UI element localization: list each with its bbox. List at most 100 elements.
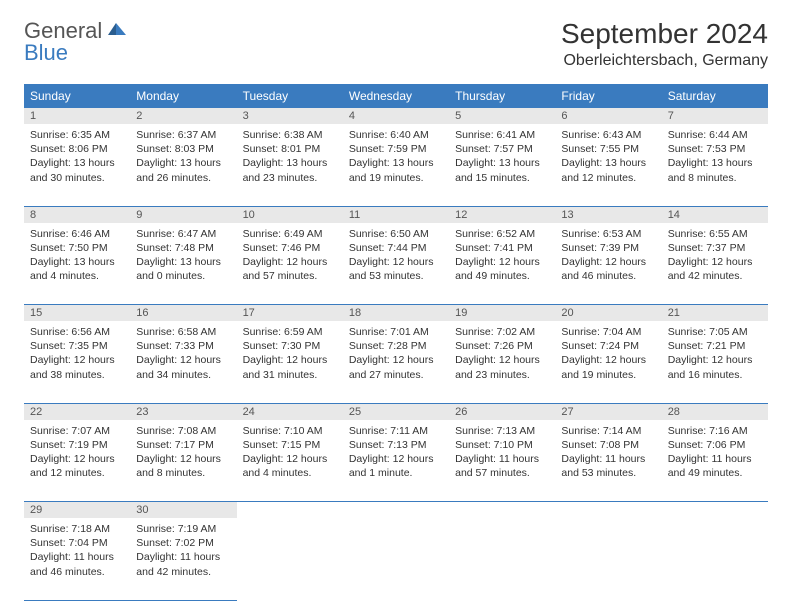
day-sunset: Sunset: 8:06 PM xyxy=(30,142,124,156)
day-day2: and 27 minutes. xyxy=(349,368,443,382)
day-sunrise: Sunrise: 6:49 AM xyxy=(243,227,337,241)
day-cell: Sunrise: 6:49 AMSunset: 7:46 PMDaylight:… xyxy=(237,223,343,305)
day-number-cell: 14 xyxy=(662,206,768,223)
day-content-row: Sunrise: 6:56 AMSunset: 7:35 PMDaylight:… xyxy=(24,321,768,403)
day-day2: and 38 minutes. xyxy=(30,368,124,382)
day-sunrise: Sunrise: 6:44 AM xyxy=(668,128,762,142)
day-day2: and 4 minutes. xyxy=(243,466,337,480)
day-cell: Sunrise: 6:53 AMSunset: 7:39 PMDaylight:… xyxy=(555,223,661,305)
day-number-cell: 17 xyxy=(237,305,343,322)
day-cell: Sunrise: 7:02 AMSunset: 7:26 PMDaylight:… xyxy=(449,321,555,403)
day-cell: Sunrise: 7:07 AMSunset: 7:19 PMDaylight:… xyxy=(24,420,130,502)
empty-cell xyxy=(237,502,343,519)
day-cell: Sunrise: 7:11 AMSunset: 7:13 PMDaylight:… xyxy=(343,420,449,502)
empty-cell xyxy=(555,502,661,519)
day-sunset: Sunset: 8:03 PM xyxy=(136,142,230,156)
day-day2: and 19 minutes. xyxy=(349,171,443,185)
empty-cell xyxy=(662,518,768,600)
day-sunrise: Sunrise: 6:37 AM xyxy=(136,128,230,142)
day-sunrise: Sunrise: 6:41 AM xyxy=(455,128,549,142)
day-cell: Sunrise: 7:01 AMSunset: 7:28 PMDaylight:… xyxy=(343,321,449,403)
day-sunrise: Sunrise: 6:55 AM xyxy=(668,227,762,241)
day-sunrise: Sunrise: 7:16 AM xyxy=(668,424,762,438)
empty-cell xyxy=(343,518,449,600)
day-day2: and 4 minutes. xyxy=(30,269,124,283)
day-day2: and 0 minutes. xyxy=(136,269,230,283)
day-number-cell: 3 xyxy=(237,108,343,124)
day-sunset: Sunset: 7:02 PM xyxy=(136,536,230,550)
day-day2: and 53 minutes. xyxy=(561,466,655,480)
day-cell: Sunrise: 6:40 AMSunset: 7:59 PMDaylight:… xyxy=(343,124,449,206)
day-sunset: Sunset: 7:15 PM xyxy=(243,438,337,452)
page-header: General September 2024 Oberleichtersbach… xyxy=(24,18,768,70)
day-sunset: Sunset: 7:44 PM xyxy=(349,241,443,255)
day-cell: Sunrise: 6:52 AMSunset: 7:41 PMDaylight:… xyxy=(449,223,555,305)
day-sunset: Sunset: 7:24 PM xyxy=(561,339,655,353)
day-day1: Daylight: 11 hours xyxy=(136,550,230,564)
day-number-row: 891011121314 xyxy=(24,206,768,223)
day-number-cell: 20 xyxy=(555,305,661,322)
day-cell: Sunrise: 6:59 AMSunset: 7:30 PMDaylight:… xyxy=(237,321,343,403)
logo-icon xyxy=(106,19,128,37)
weekday-header: Sunday xyxy=(24,84,130,108)
day-sunrise: Sunrise: 7:19 AM xyxy=(136,522,230,536)
day-number-cell: 12 xyxy=(449,206,555,223)
day-day1: Daylight: 12 hours xyxy=(136,353,230,367)
day-sunrise: Sunrise: 6:40 AM xyxy=(349,128,443,142)
day-day1: Daylight: 12 hours xyxy=(561,353,655,367)
day-sunrise: Sunrise: 7:02 AM xyxy=(455,325,549,339)
day-day2: and 49 minutes. xyxy=(455,269,549,283)
day-sunset: Sunset: 8:01 PM xyxy=(243,142,337,156)
day-number-row: 1234567 xyxy=(24,108,768,124)
day-cell: Sunrise: 6:46 AMSunset: 7:50 PMDaylight:… xyxy=(24,223,130,305)
day-cell: Sunrise: 6:50 AMSunset: 7:44 PMDaylight:… xyxy=(343,223,449,305)
day-number-cell: 28 xyxy=(662,403,768,420)
day-sunset: Sunset: 7:21 PM xyxy=(668,339,762,353)
day-number-cell: 25 xyxy=(343,403,449,420)
day-sunrise: Sunrise: 6:46 AM xyxy=(30,227,124,241)
page-subtitle: Oberleichtersbach, Germany xyxy=(561,52,768,70)
day-cell: Sunrise: 6:41 AMSunset: 7:57 PMDaylight:… xyxy=(449,124,555,206)
day-day1: Daylight: 11 hours xyxy=(30,550,124,564)
day-number-cell: 15 xyxy=(24,305,130,322)
day-cell: Sunrise: 6:47 AMSunset: 7:48 PMDaylight:… xyxy=(130,223,236,305)
day-sunset: Sunset: 7:19 PM xyxy=(30,438,124,452)
day-day1: Daylight: 12 hours xyxy=(30,452,124,466)
empty-cell xyxy=(343,502,449,519)
day-sunset: Sunset: 7:57 PM xyxy=(455,142,549,156)
empty-cell xyxy=(449,502,555,519)
day-cell: Sunrise: 7:08 AMSunset: 7:17 PMDaylight:… xyxy=(130,420,236,502)
day-number-cell: 29 xyxy=(24,502,130,519)
day-day2: and 53 minutes. xyxy=(349,269,443,283)
day-cell: Sunrise: 6:37 AMSunset: 8:03 PMDaylight:… xyxy=(130,124,236,206)
day-day2: and 46 minutes. xyxy=(30,565,124,579)
weekday-header: Friday xyxy=(555,84,661,108)
day-day1: Daylight: 12 hours xyxy=(136,452,230,466)
day-day1: Daylight: 12 hours xyxy=(243,452,337,466)
day-cell: Sunrise: 7:19 AMSunset: 7:02 PMDaylight:… xyxy=(130,518,236,600)
day-number-cell: 8 xyxy=(24,206,130,223)
day-day1: Daylight: 13 hours xyxy=(349,156,443,170)
day-day1: Daylight: 12 hours xyxy=(668,353,762,367)
day-sunset: Sunset: 7:46 PM xyxy=(243,241,337,255)
day-cell: Sunrise: 6:58 AMSunset: 7:33 PMDaylight:… xyxy=(130,321,236,403)
day-number-cell: 22 xyxy=(24,403,130,420)
day-sunrise: Sunrise: 7:07 AM xyxy=(30,424,124,438)
day-day1: Daylight: 13 hours xyxy=(243,156,337,170)
day-sunrise: Sunrise: 7:11 AM xyxy=(349,424,443,438)
day-cell: Sunrise: 7:04 AMSunset: 7:24 PMDaylight:… xyxy=(555,321,661,403)
day-content-row: Sunrise: 7:07 AMSunset: 7:19 PMDaylight:… xyxy=(24,420,768,502)
day-cell: Sunrise: 7:10 AMSunset: 7:15 PMDaylight:… xyxy=(237,420,343,502)
day-number-cell: 19 xyxy=(449,305,555,322)
day-number-cell: 26 xyxy=(449,403,555,420)
day-cell: Sunrise: 7:14 AMSunset: 7:08 PMDaylight:… xyxy=(555,420,661,502)
day-day1: Daylight: 13 hours xyxy=(455,156,549,170)
day-sunset: Sunset: 7:13 PM xyxy=(349,438,443,452)
day-cell: Sunrise: 7:13 AMSunset: 7:10 PMDaylight:… xyxy=(449,420,555,502)
day-sunset: Sunset: 7:17 PM xyxy=(136,438,230,452)
title-block: September 2024 Oberleichtersbach, German… xyxy=(561,18,768,70)
weekday-header: Saturday xyxy=(662,84,768,108)
day-day2: and 49 minutes. xyxy=(668,466,762,480)
day-sunrise: Sunrise: 6:43 AM xyxy=(561,128,655,142)
day-cell: Sunrise: 6:44 AMSunset: 7:53 PMDaylight:… xyxy=(662,124,768,206)
